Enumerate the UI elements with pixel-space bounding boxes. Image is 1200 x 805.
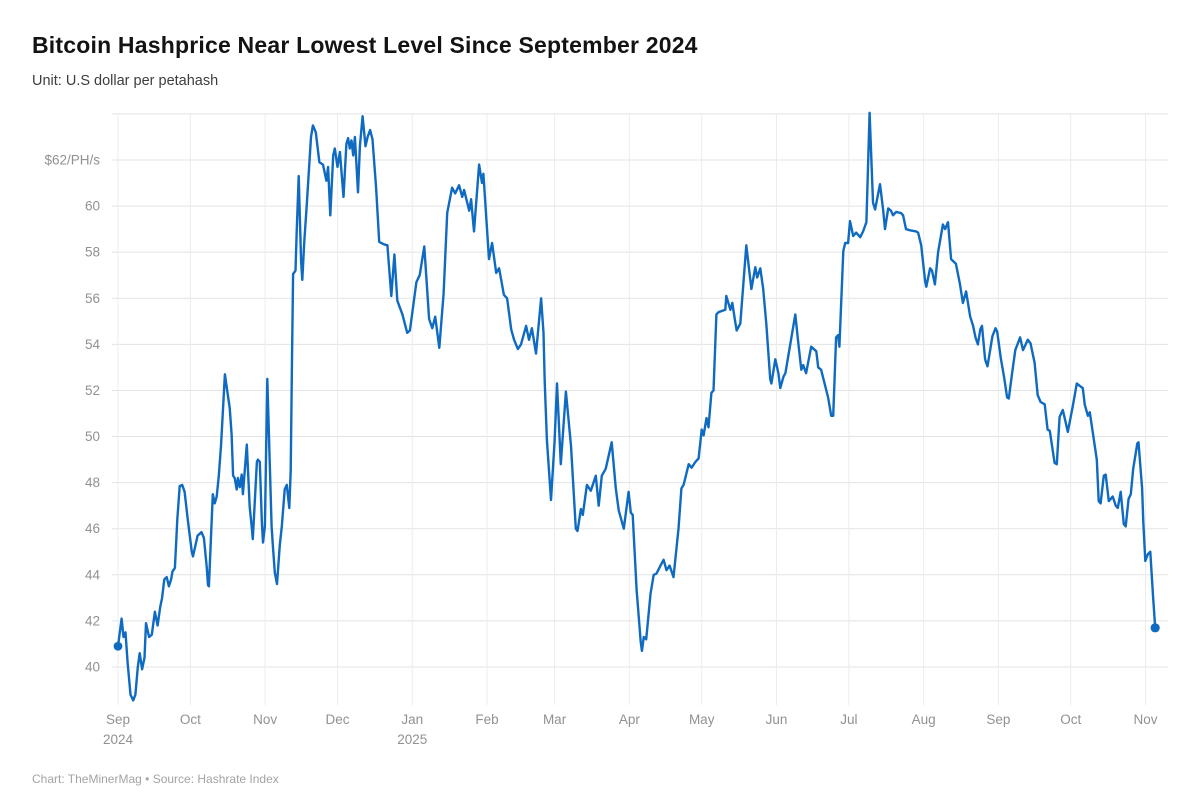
x-axis-tick-label: Apr [619,712,641,727]
x-axis-tick-label: Jan [401,712,423,727]
y-axis-tick-label: 50 [85,429,100,444]
x-axis-tick-label: Mar [543,712,567,727]
y-axis-tick-label: 46 [85,521,100,536]
chart-header: Bitcoin Hashprice Near Lowest Level Sinc… [32,0,1172,89]
x-axis-tick-label: Oct [180,712,201,727]
x-axis-tick-label: Aug [912,712,936,727]
hashprice-line [116,111,1157,702]
y-axis-tick-label: 40 [85,659,100,674]
line-end-dot [1150,623,1160,633]
y-axis-tick-label: 56 [85,291,100,306]
x-axis-tick-label: Jul [840,712,857,727]
x-axis-tick-label: Feb [475,712,498,727]
x-axis-tick-label: Sep [986,712,1010,727]
x-axis-tick-label: Sep [106,712,130,727]
chart-title: Bitcoin Hashprice Near Lowest Level Sinc… [32,32,698,58]
x-axis-year-label: 2025 [397,732,427,747]
y-axis-tick-label: 44 [85,567,101,582]
x-axis-tick-label: Jun [766,712,788,727]
x-axis-tick-label: Dec [325,712,349,727]
y-axis-tick-label: 58 [85,245,100,260]
x-axis-tick-label: Oct [1060,712,1081,727]
footer-credit: Chart: TheMinerMag • Source: Hashrate In… [32,772,279,786]
y-axis-tick-label: 52 [85,383,100,398]
x-axis-tick-label: May [689,712,715,727]
line-start-dot [113,641,123,651]
chart-subtitle: Unit: U.S dollar per petahash [32,73,219,89]
x-axis-tick-label: Nov [1134,712,1158,727]
y-axis-tick-label: 60 [85,199,100,214]
x-axis-year-label: 2024 [103,732,134,747]
y-axis-tick-label: 54 [85,337,101,352]
y-axis-tick-label: 48 [85,475,100,490]
x-axis-tick-label: Nov [253,712,277,727]
y-axis-unit-label: $62/PH/s [44,153,100,168]
y-axis-tick-label: 42 [85,613,100,628]
